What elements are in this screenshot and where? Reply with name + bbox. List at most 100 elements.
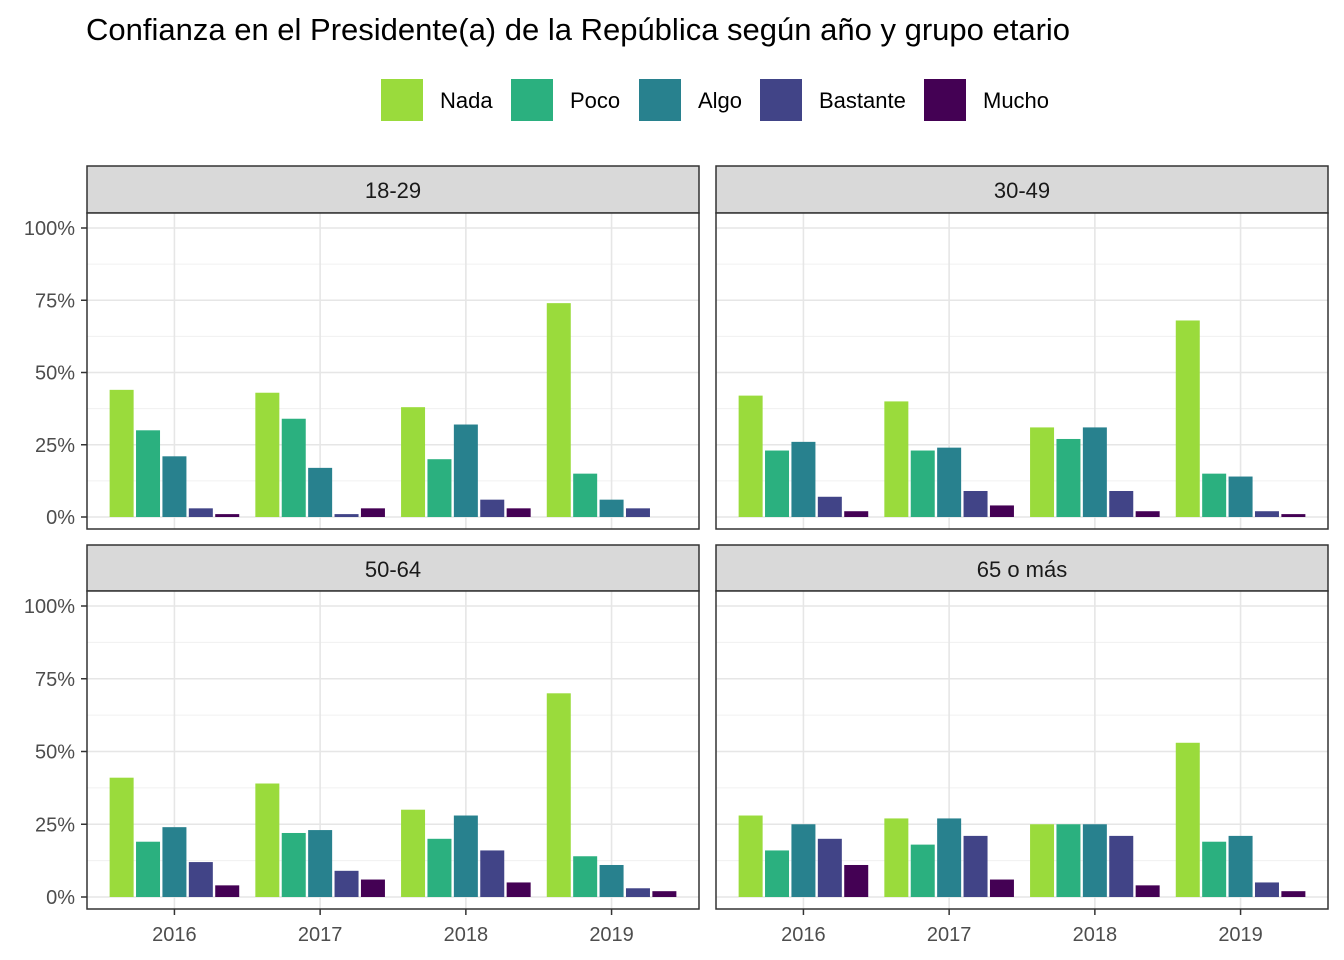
bar-poco-2017 [910, 844, 935, 897]
bar-poco-2017 [281, 832, 306, 897]
bar-mucho-2019 [1281, 891, 1306, 897]
x-tick-label: 2019 [1218, 924, 1263, 946]
bar-algo-2016 [162, 456, 187, 517]
legend-key-poco [511, 79, 553, 121]
panel-65-o-m-s: 65 o más 2016 2017 2018 2019 [715, 544, 1329, 946]
x-tick-label: 2019 [589, 924, 634, 946]
bar-poco-2019 [1202, 473, 1227, 517]
x-tick-label: 2018 [444, 924, 489, 946]
bar-mucho-2018 [1135, 885, 1160, 897]
bar-nada-2019 [1175, 320, 1200, 517]
plot-background [87, 591, 699, 909]
legend-key-nada [381, 79, 423, 121]
bar-poco-2016 [136, 430, 161, 517]
bar-poco-2016 [765, 450, 790, 517]
bar-poco-2019 [573, 856, 598, 897]
bar-mucho-2016 [844, 864, 869, 897]
facet-strip [86, 165, 700, 214]
bar-bastante-2019 [1254, 511, 1279, 517]
facet-panels: 18-29 0% 25% 50% 75% 100% 30-49 50-64 0% 25% 50% 75… [24, 165, 1329, 946]
bar-algo-2019 [599, 499, 624, 517]
bar-algo-2016 [162, 827, 187, 897]
bar-algo-2019 [599, 864, 624, 897]
bar-poco-2016 [136, 841, 161, 897]
bar-bastante-2019 [625, 888, 650, 897]
y-tick-label: 100% [24, 218, 75, 240]
bar-algo-2018 [453, 815, 478, 897]
bar-nada-2017 [255, 783, 280, 897]
bar-mucho-2017 [360, 879, 385, 897]
bar-nada-2018 [1030, 427, 1055, 517]
bar-mucho-2016 [215, 514, 240, 517]
panel-18-29: 18-29 0% 25% 50% 75% 100% [24, 165, 700, 530]
bar-bastante-2018 [480, 850, 505, 897]
facet-label: 50-64 [365, 557, 421, 582]
bar-bastante-2017 [334, 870, 359, 897]
bar-mucho-2019 [1281, 514, 1306, 517]
bar-bastante-2017 [963, 835, 988, 897]
y-tick-label: 50% [35, 742, 75, 764]
bar-nada-2016 [109, 777, 134, 897]
bar-nada-2017 [884, 401, 909, 517]
bar-algo-2016 [791, 824, 816, 897]
chart-title: Confianza en el Presidente(a) de la Repú… [86, 12, 1070, 47]
bar-nada-2016 [738, 395, 763, 517]
bar-mucho-2016 [844, 511, 869, 517]
facet-strip [715, 165, 1329, 214]
y-tick-label: 75% [35, 290, 75, 312]
facet-strip [86, 544, 700, 592]
x-tick-label: 2018 [1073, 924, 1118, 946]
bar-bastante-2016 [817, 496, 842, 517]
panel-50-64: 50-64 0% 25% 50% 75% 100% 2016 2017 2018 2019 [24, 544, 700, 946]
bar-poco-2018 [1056, 824, 1081, 897]
bar-bastante-2016 [817, 838, 842, 897]
bar-poco-2018 [427, 459, 452, 517]
bar-poco-2018 [1056, 438, 1081, 517]
y-tick-label: 0% [46, 887, 75, 909]
bar-poco-2017 [910, 450, 935, 517]
bar-algo-2016 [791, 441, 816, 517]
legend-key-bastante [760, 79, 802, 121]
bar-nada-2019 [546, 303, 571, 517]
bar-algo-2019 [1228, 476, 1253, 517]
facet-strip [715, 544, 1329, 592]
bar-algo-2018 [1082, 824, 1107, 897]
bar-algo-2017 [308, 467, 333, 517]
bar-nada-2019 [546, 693, 571, 897]
bar-poco-2016 [765, 850, 790, 897]
bar-bastante-2018 [1109, 835, 1134, 897]
legend-label-nada: Nada [440, 88, 493, 113]
bar-algo-2017 [308, 830, 333, 897]
bar-poco-2019 [1202, 841, 1227, 897]
facet-label: 30-49 [994, 178, 1050, 203]
bar-algo-2017 [937, 447, 962, 517]
bar-nada-2017 [884, 818, 909, 897]
bar-algo-2019 [1228, 835, 1253, 897]
panel-border [86, 590, 700, 910]
y-tick-label: 25% [35, 814, 75, 836]
x-tick-label: 2017 [298, 924, 343, 946]
bar-nada-2016 [109, 389, 134, 517]
legend: Nada Poco Algo Bastante Mucho [381, 79, 1049, 121]
bar-nada-2016 [738, 815, 763, 897]
bar-bastante-2018 [1109, 490, 1134, 517]
y-tick-label: 100% [24, 596, 75, 618]
panel-30-49: 30-49 [715, 165, 1329, 530]
y-tick-label: 50% [35, 363, 75, 385]
bar-mucho-2018 [506, 508, 531, 517]
bar-mucho-2019 [652, 891, 677, 897]
legend-key-mucho [924, 79, 966, 121]
legend-label-mucho: Mucho [983, 88, 1049, 113]
bar-nada-2018 [401, 809, 426, 897]
bar-algo-2018 [453, 424, 478, 517]
bar-algo-2018 [1082, 427, 1107, 517]
y-tick-label: 0% [46, 507, 75, 529]
bar-nada-2018 [1030, 824, 1055, 897]
panel-border [715, 212, 1329, 530]
y-tick-label: 25% [35, 435, 75, 457]
panel-border [715, 590, 1329, 910]
y-tick-label: 75% [35, 669, 75, 691]
legend-label-algo: Algo [698, 88, 742, 113]
bar-nada-2018 [401, 407, 426, 517]
